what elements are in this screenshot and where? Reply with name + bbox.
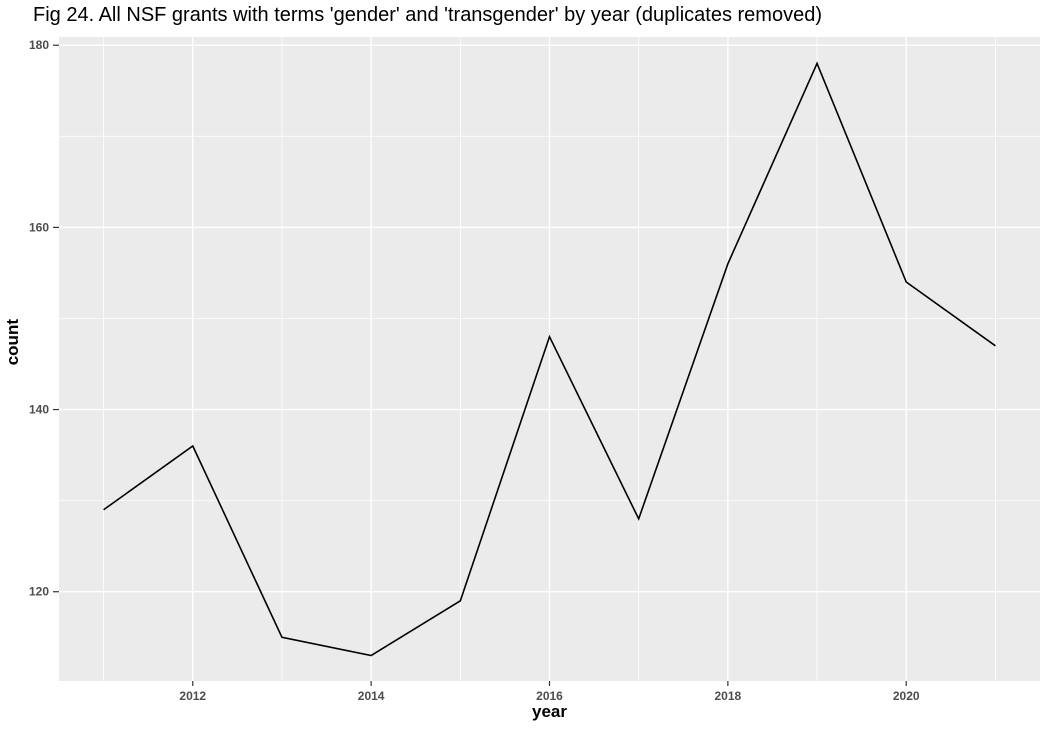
- x-tick-label: 2012: [179, 689, 206, 703]
- data-line-series: [103, 61, 996, 657]
- x-axis-title: year: [532, 702, 567, 721]
- y-tick-label: 120: [29, 585, 49, 599]
- x-tick-label: 2014: [358, 689, 385, 703]
- x-tick-label: 2016: [536, 689, 563, 703]
- x-tick-label: 2018: [715, 689, 742, 703]
- x-tick-label: 2020: [893, 689, 920, 703]
- chart-title: Fig 24. All NSF grants with terms 'gende…: [33, 4, 822, 26]
- y-tick-label: 180: [29, 38, 49, 52]
- y-tick-label: 140: [29, 403, 49, 417]
- y-tick-label: 160: [29, 220, 49, 234]
